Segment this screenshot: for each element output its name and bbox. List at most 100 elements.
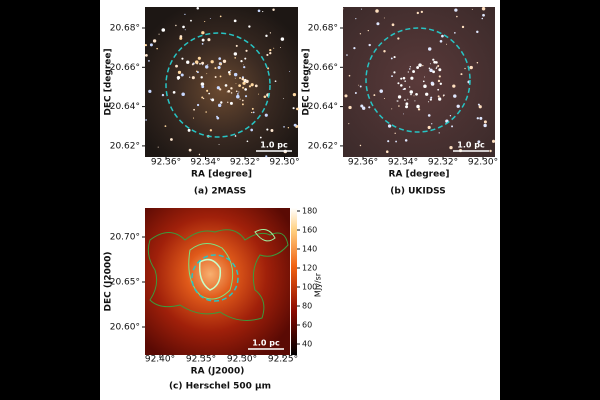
x-tick-label: 92.34° <box>388 158 418 168</box>
star <box>415 92 418 96</box>
star <box>158 33 160 35</box>
star <box>217 103 222 108</box>
star <box>191 76 195 80</box>
star <box>161 93 165 97</box>
star <box>235 44 238 47</box>
star <box>478 105 482 109</box>
star <box>416 66 420 69</box>
x-tick-label: 92.36° <box>348 158 378 168</box>
star <box>177 70 182 75</box>
star <box>218 57 222 60</box>
star <box>164 125 167 128</box>
star <box>235 83 237 85</box>
star <box>348 105 352 110</box>
y-tick-label: 20.66° <box>308 63 338 73</box>
star <box>201 38 205 42</box>
star <box>245 49 248 52</box>
star <box>416 104 420 109</box>
star <box>196 71 199 74</box>
star <box>214 76 217 79</box>
star <box>368 43 371 47</box>
star <box>483 123 487 128</box>
star <box>391 23 395 27</box>
star <box>193 117 195 119</box>
star <box>296 107 299 111</box>
star <box>280 37 285 41</box>
star <box>201 42 204 45</box>
star <box>393 71 396 74</box>
image-herschel <box>145 208 290 355</box>
star <box>233 19 237 23</box>
star <box>243 64 244 66</box>
star <box>445 43 447 45</box>
star <box>479 116 483 120</box>
star <box>270 129 274 132</box>
star <box>241 77 245 81</box>
star <box>393 56 396 59</box>
star <box>438 97 442 101</box>
star <box>200 76 203 79</box>
star <box>216 116 220 120</box>
star <box>269 48 272 52</box>
star <box>238 91 240 93</box>
star <box>248 25 251 28</box>
star <box>428 67 431 70</box>
star <box>207 64 209 66</box>
star <box>273 47 275 49</box>
star <box>438 132 440 134</box>
star <box>244 57 247 60</box>
star <box>262 11 264 13</box>
star <box>283 126 285 128</box>
star <box>437 64 440 67</box>
colorbar-tick-label: 80 <box>302 302 312 311</box>
star <box>394 132 396 134</box>
x-tick-label: 92.32° <box>230 158 260 168</box>
star <box>449 146 453 150</box>
star <box>397 100 399 102</box>
x-tick-label: 92.32° <box>428 158 458 168</box>
star <box>422 80 425 83</box>
star <box>205 111 207 113</box>
star <box>461 25 465 29</box>
y-axis-label: DEC (J2000) <box>104 252 114 312</box>
star <box>266 53 269 57</box>
star <box>233 72 238 77</box>
star <box>201 61 205 65</box>
star <box>203 97 205 100</box>
star <box>429 68 433 73</box>
star <box>274 80 277 83</box>
star <box>250 83 254 87</box>
star <box>250 128 253 132</box>
star <box>454 8 458 12</box>
y-tick-label: 20.60° <box>110 323 140 333</box>
star <box>227 101 229 103</box>
star <box>368 106 371 109</box>
x-tick-label: 92.40° <box>145 355 175 365</box>
star <box>248 85 252 88</box>
star <box>190 19 192 22</box>
scale-bar-label: 1.0 pc <box>260 141 288 150</box>
star <box>367 29 369 32</box>
star <box>222 59 227 63</box>
star <box>413 95 415 97</box>
star <box>266 128 269 131</box>
x-tick-label: 92.35° <box>186 355 216 365</box>
star <box>170 138 173 141</box>
star <box>429 63 431 65</box>
star <box>265 34 268 38</box>
star <box>181 92 185 97</box>
star <box>451 125 454 128</box>
star <box>240 59 243 63</box>
star <box>476 30 479 34</box>
star <box>360 8 363 10</box>
panel-caption: (c) Herschel 500 μm <box>169 382 271 392</box>
star <box>157 146 159 148</box>
star <box>241 103 244 106</box>
star <box>292 107 295 110</box>
star <box>437 95 440 98</box>
y-tick-label: 20.64° <box>110 102 140 112</box>
star <box>236 94 240 99</box>
star <box>196 6 200 10</box>
star <box>403 113 404 115</box>
star <box>476 117 479 120</box>
